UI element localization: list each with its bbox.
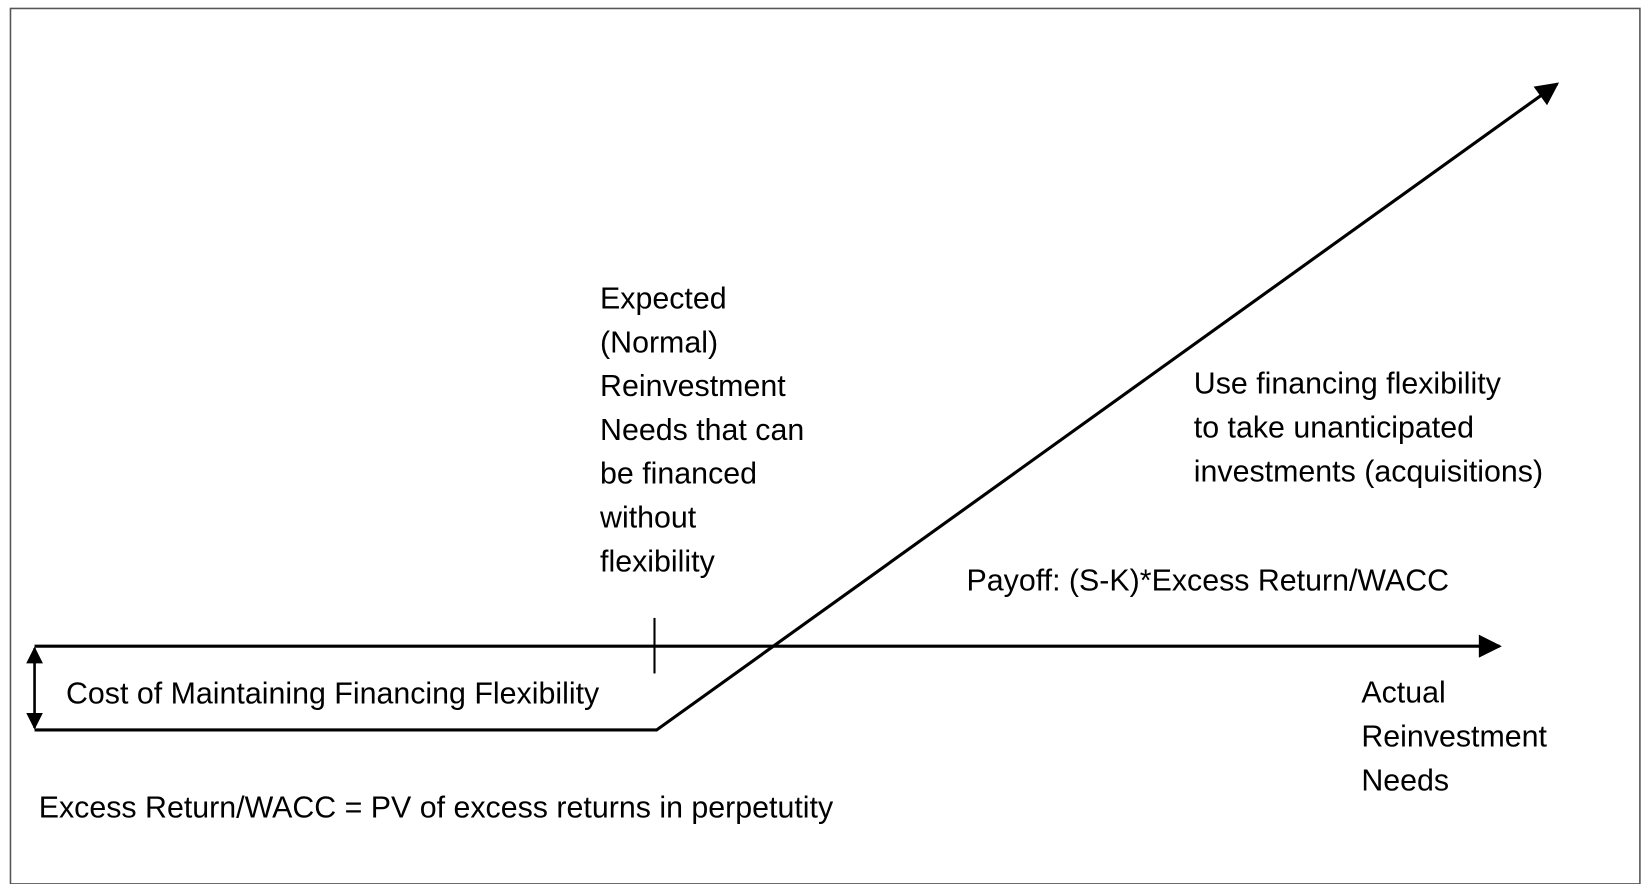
payoff-label: Payoff: (S-K)*Excess Return/WACC — [967, 564, 1450, 597]
footnote: Excess Return/WACC = PV of excess return… — [39, 792, 834, 825]
expected-needs-label: be financed — [600, 458, 757, 491]
payoff-line — [34, 82, 1560, 732]
use-flexibility-label: Use financing flexibility — [1194, 367, 1502, 400]
x-axis-label: Actual — [1361, 676, 1445, 709]
expected-needs-label: Needs that can — [600, 414, 804, 447]
expected-needs-label: without — [599, 502, 697, 535]
expected-needs-label: flexibility — [600, 545, 716, 578]
x-axis-label: Needs — [1361, 764, 1449, 797]
expected-needs-label: Reinvestment — [600, 370, 786, 403]
expected-needs-label: (Normal) — [600, 326, 718, 359]
expected-needs-label: Expected — [600, 283, 727, 316]
cost-label: Cost of Maintaining Financing Flexibilit… — [66, 677, 600, 710]
x-axis-label: Reinvestment — [1361, 720, 1547, 753]
use-flexibility-label: investments (acquisitions) — [1194, 455, 1543, 488]
use-flexibility-label: to take unanticipated — [1194, 411, 1474, 444]
